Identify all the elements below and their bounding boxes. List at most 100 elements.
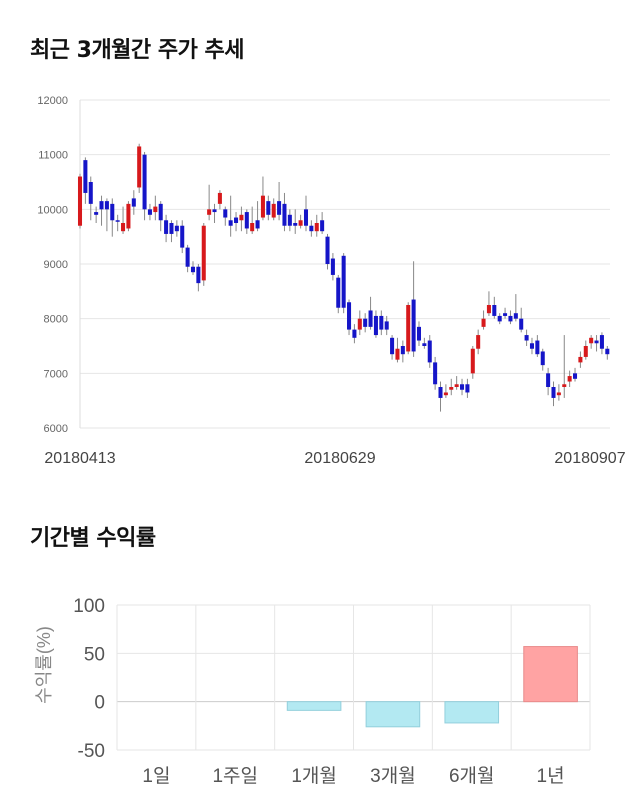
candle — [470, 346, 475, 379]
candle — [104, 198, 109, 232]
returns-bar — [365, 701, 421, 728]
candle-body — [438, 387, 443, 398]
returns-x-tick-label: 1년 — [537, 765, 565, 787]
candle-body — [190, 266, 196, 273]
candle-body — [158, 203, 163, 221]
candle-body — [562, 384, 567, 387]
candle — [460, 378, 465, 396]
candle — [573, 367, 578, 382]
candle-body — [185, 247, 190, 267]
candle — [352, 324, 357, 344]
candle — [137, 143, 142, 193]
candle-body — [503, 313, 508, 316]
candle-body — [363, 318, 368, 327]
price-gridlines — [79, 99, 610, 429]
returns-x-tick-label: 1주일 — [212, 765, 258, 787]
candle — [320, 212, 325, 234]
candle-body — [416, 326, 422, 341]
candle — [164, 214, 169, 243]
candle-body — [573, 373, 578, 379]
candle — [551, 381, 556, 407]
candle-body — [497, 315, 502, 322]
candle — [341, 253, 346, 314]
candle — [201, 223, 206, 286]
candle — [519, 307, 524, 333]
candle — [293, 209, 298, 234]
price-y-tick-label: 10000 — [37, 204, 68, 216]
candle — [567, 370, 572, 387]
candle — [180, 220, 185, 254]
candle-body — [174, 225, 179, 232]
returns-title: 기간별 수익률 — [30, 526, 156, 551]
candle-body — [449, 387, 454, 390]
candle-body — [282, 203, 287, 226]
candle — [121, 206, 126, 234]
candle-body — [336, 277, 341, 308]
candle-body — [255, 220, 260, 229]
candle-body — [121, 223, 126, 232]
candle — [605, 346, 610, 360]
candle-body — [373, 315, 378, 336]
candle — [427, 335, 432, 368]
candle-body — [212, 209, 217, 213]
candle-body — [320, 220, 325, 232]
candle-body — [330, 258, 335, 275]
candle — [330, 253, 335, 281]
candle-body — [239, 214, 244, 221]
candle-body — [164, 220, 169, 234]
candle — [390, 335, 395, 360]
candle — [153, 195, 158, 221]
candle-body — [201, 225, 206, 281]
returns-x-tick-label: 6개월 — [449, 765, 495, 787]
candle — [99, 195, 104, 226]
candle-body — [234, 217, 239, 223]
candle — [508, 310, 513, 325]
candle-body — [384, 321, 389, 330]
candle-body — [309, 225, 314, 232]
candle — [110, 198, 115, 237]
candle — [282, 192, 287, 232]
price-y-tick-label: 6000 — [44, 423, 68, 435]
candle-body — [244, 212, 249, 229]
candle — [115, 214, 120, 232]
candle — [94, 206, 99, 223]
candle — [373, 310, 378, 338]
candle-body — [519, 318, 524, 330]
candle-body — [99, 201, 104, 210]
candle-body — [207, 209, 212, 215]
candle-body — [260, 195, 265, 218]
candle-body — [583, 346, 588, 357]
candle — [190, 261, 196, 275]
candle-body — [131, 198, 136, 207]
candle — [433, 356, 438, 390]
price-y-tick-label: 9000 — [44, 259, 68, 271]
candle — [556, 384, 561, 401]
candle — [443, 384, 448, 398]
returns-bar-chart: 100 50 0 -50 1일 1주일 1개월 3개월 6개월 1년 수익률(%) — [34, 596, 591, 787]
candle-body — [589, 337, 594, 344]
candle-body — [492, 305, 497, 316]
candle — [481, 310, 486, 330]
candle-body — [277, 201, 282, 215]
candle-body — [508, 315, 513, 322]
candle-body — [298, 220, 303, 226]
candle-body — [395, 348, 400, 360]
returns-x-axis: 1일 1주일 1개월 3개월 6개월 1년 — [142, 765, 564, 787]
candle-body — [454, 384, 459, 387]
candle — [449, 378, 454, 396]
candle — [422, 337, 427, 349]
candle — [357, 310, 362, 336]
candle — [411, 261, 416, 357]
candle-body — [104, 201, 109, 210]
candle — [325, 233, 330, 270]
returns-y-axis-label: 수익률(%) — [34, 626, 54, 704]
candle-body — [94, 212, 99, 215]
price-x-axis: 20180413 20180629 20180907 — [44, 450, 625, 467]
candle — [438, 381, 443, 412]
candle-body — [443, 392, 448, 396]
candle — [239, 206, 244, 232]
candle-body — [368, 310, 373, 327]
candle-body — [341, 255, 346, 308]
price-y-tick-label: 11000 — [38, 150, 68, 162]
candle-body — [470, 348, 475, 374]
